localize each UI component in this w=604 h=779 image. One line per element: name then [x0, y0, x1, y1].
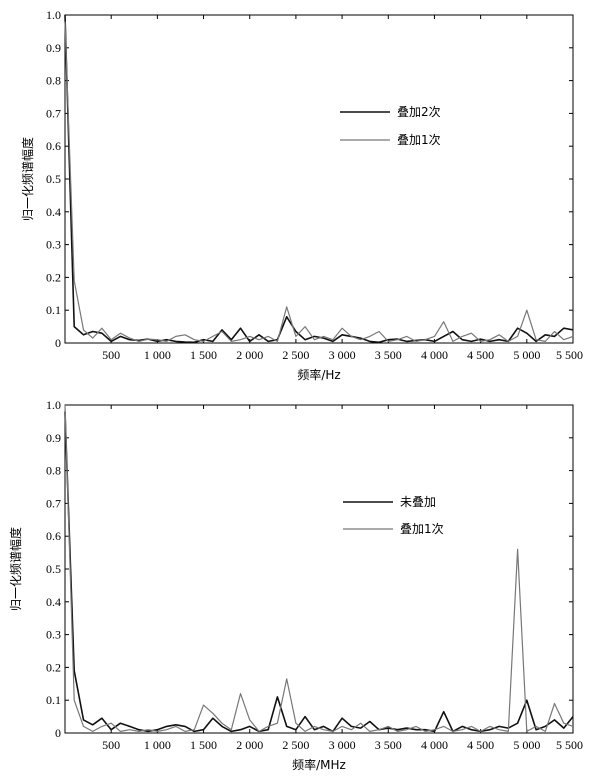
- chart1-ytick-label: 0.4: [46, 205, 61, 219]
- chart2-xtick-label: 1 500: [190, 738, 217, 752]
- chart2-xtick-label: 4 000: [421, 738, 448, 752]
- chart2-ytick-label: 0.6: [46, 529, 61, 543]
- chart1-ytick-label: 0.1: [46, 303, 61, 317]
- chart1-ytick-label: 0: [55, 336, 61, 350]
- chart2-legend-label-1: 未叠加: [400, 495, 436, 509]
- chart1-ytick-label: 1.0: [46, 8, 61, 22]
- chart1-xtick-label: 3 000: [329, 348, 356, 362]
- chart1-xtick-label: 4 500: [467, 348, 494, 362]
- chart2-ytick-label: 0.8: [46, 464, 61, 478]
- chart2-ytick-label: 0.5: [46, 562, 61, 576]
- chart2-xtick-label: 500: [102, 738, 120, 752]
- chart1-x-axis-label: 频率/Hz: [297, 367, 340, 382]
- chart2-xtick-label: 3 500: [375, 738, 402, 752]
- chart1-ytick-label: 0.2: [46, 270, 61, 284]
- chart1-ytick-label: 0.3: [46, 238, 61, 252]
- chart2-x-axis-label: 频率/MHz: [292, 757, 346, 772]
- chart1-xtick-label: 5 000: [513, 348, 540, 362]
- chart2-ytick-label: 1.0: [46, 398, 61, 412]
- chart1-xtick-label: 4 000: [421, 348, 448, 362]
- chart1-legend-label-2: 叠加1次: [397, 133, 441, 147]
- chart2-y-axis-label: 归一化频谱幅度: [8, 527, 23, 611]
- chart1-xtick-label: 3 500: [375, 348, 402, 362]
- chart1-legend-label-1: 叠加2次: [397, 105, 441, 119]
- chart2-ytick-label: 0: [55, 726, 61, 740]
- chart1-series-line-2: [64, 21, 574, 342]
- chart2-xtick-label: 4 500: [467, 738, 494, 752]
- chart2-series-line-1: [64, 411, 574, 733]
- chart2-ytick-label: 0.2: [46, 660, 61, 674]
- chart2-xtick-label: 2 500: [282, 738, 309, 752]
- chart1-plot-frame: [64, 14, 574, 344]
- chart1-y-axis-label: 归一化频谱幅度: [20, 137, 35, 221]
- chart2-ytick-label: 0.1: [46, 693, 61, 707]
- chart2-xtick-label: 5 000: [513, 738, 540, 752]
- chart2-xtick-label: 1 000: [144, 738, 171, 752]
- chart2-ytick-label: 0.9: [46, 431, 61, 445]
- chart2-ytick-label: 0.4: [46, 595, 61, 609]
- chart1-series-line-1: [64, 14, 574, 344]
- chart1-xtick-label: 1 500: [190, 348, 217, 362]
- chart1-ytick-label: 0.7: [46, 106, 61, 120]
- chart2-xtick-label: 2 000: [236, 738, 263, 752]
- chart2-xtick-label: 3 000: [329, 738, 356, 752]
- chart2-legend-label-2: 叠加1次: [400, 522, 444, 536]
- chart2-series-line-2: [64, 404, 574, 733]
- chart1-xtick-label: 2 500: [282, 348, 309, 362]
- chart1-xtick-label: 5 500: [556, 348, 583, 362]
- chart2-xtick-label: 5 500: [556, 738, 583, 752]
- chart2-plot-frame: [64, 404, 574, 734]
- chart2-ytick-label: 0.3: [46, 628, 61, 642]
- chart1-ytick-label: 0.5: [46, 172, 61, 186]
- chart1-ytick-label: 0.6: [46, 139, 61, 153]
- chart1-xtick-label: 1 000: [144, 348, 171, 362]
- chart1-ytick-label: 0.9: [46, 41, 61, 55]
- chart1-ytick-label: 0.8: [46, 74, 61, 88]
- chart1-xtick-label: 500: [102, 348, 120, 362]
- chart1-xtick-label: 2 000: [236, 348, 263, 362]
- chart2-ytick-label: 0.7: [46, 496, 61, 510]
